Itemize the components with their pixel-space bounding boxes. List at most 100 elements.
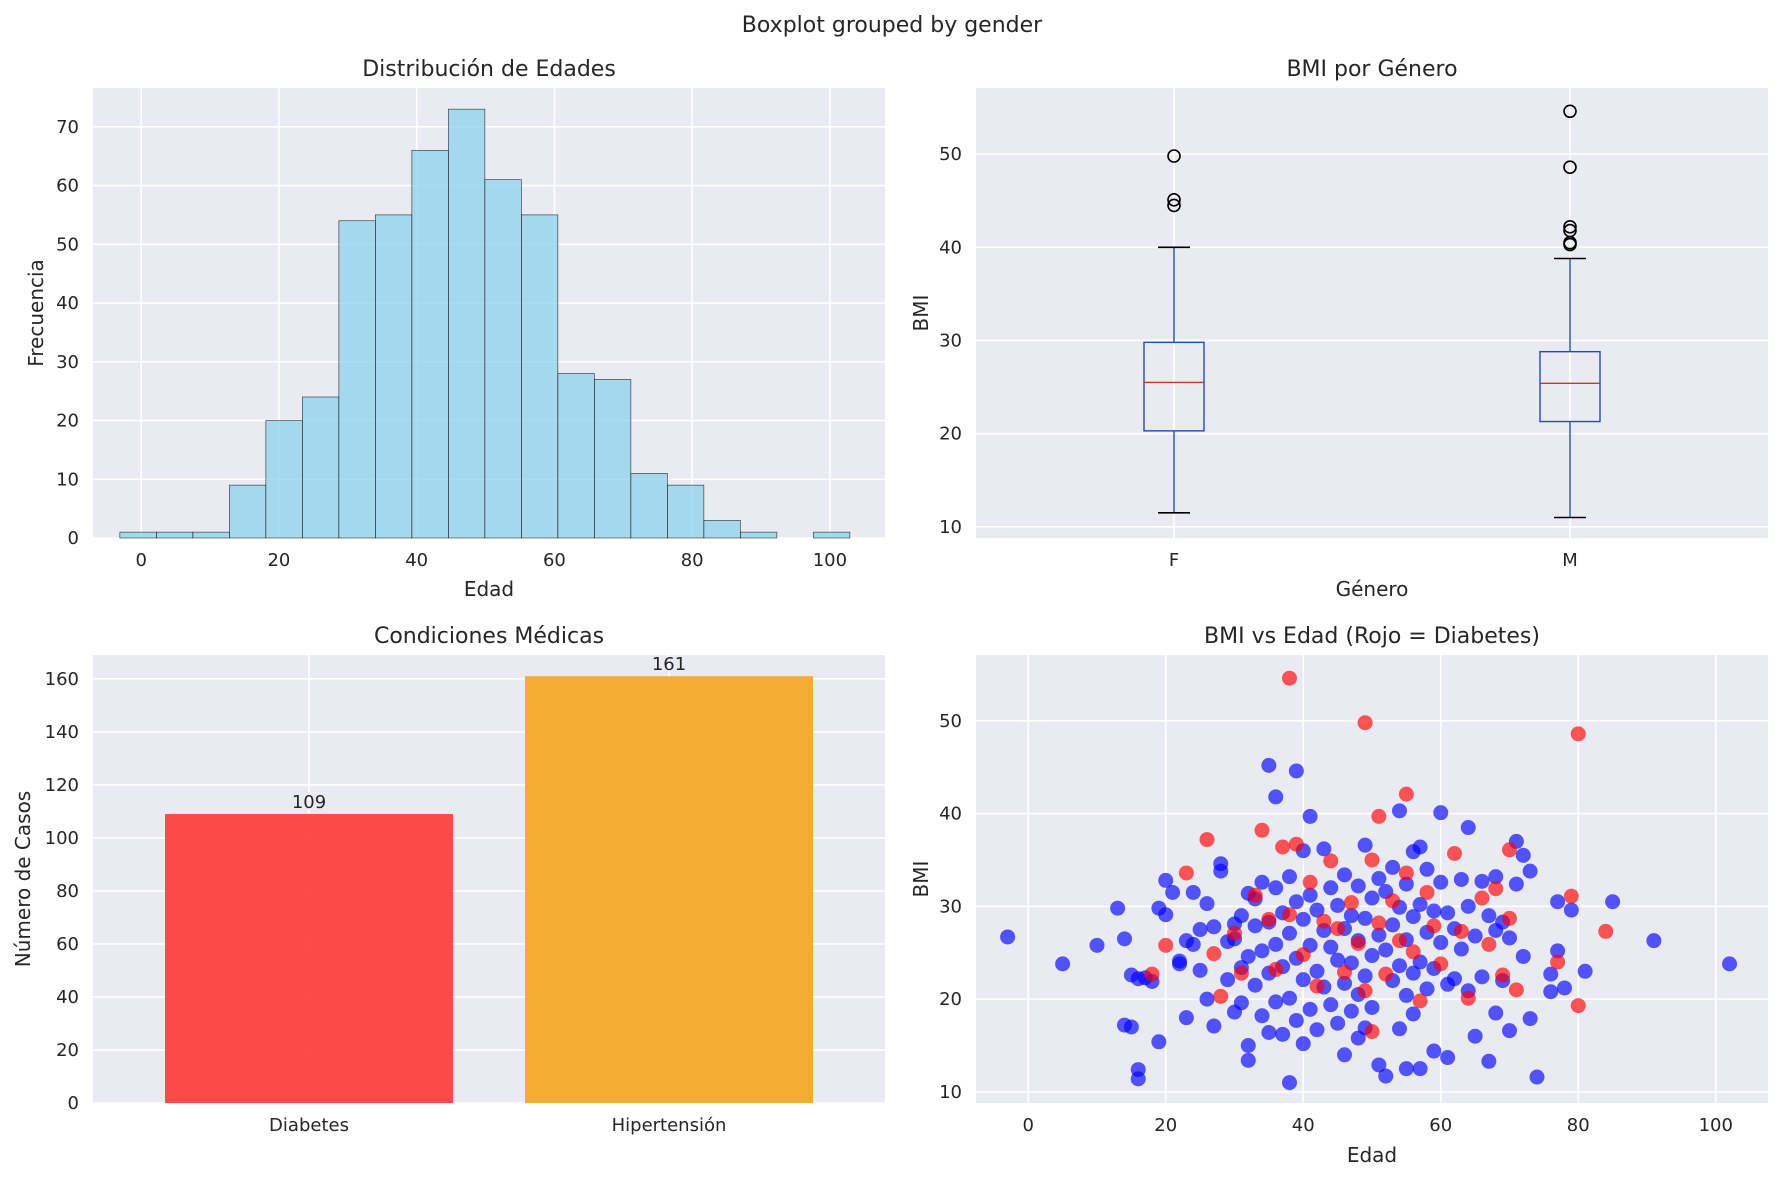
scatter-point [1488,1005,1504,1021]
scatter-point [1440,905,1456,921]
scatter-series-blue [1000,757,1737,1091]
scatter-point [1405,965,1421,981]
scatter-point [1481,908,1497,924]
scatter-point [1323,853,1339,869]
boxplot-box-M [1539,104,1601,519]
scatter-point [1282,925,1297,941]
scatter-point [1247,918,1263,934]
scatter-point [1577,963,1593,979]
histogram-ytick-label: 40 [56,293,79,314]
histogram-bar [338,220,376,539]
boxplot-boxes [1143,104,1601,519]
scatter-point [1529,1069,1545,1085]
scatter-point [1515,847,1531,863]
scatter-point [1385,859,1401,875]
histogram-bar [119,531,157,539]
histogram-bar [703,520,741,539]
histogram-bar [448,108,486,539]
scatter-point [1570,998,1586,1014]
boxplot-box-F [1143,149,1205,514]
histogram-bar [229,484,267,539]
scatter-point [1240,1037,1256,1053]
bar-ytick-label: 100 [45,828,79,849]
scatter-point [1426,918,1442,934]
boxplot-ytick-label: 20 [939,424,962,445]
boxplot-outlier-point [1563,220,1577,234]
bar-ytick-label: 40 [56,987,79,1008]
scatter-panel: 0 20 40 60 80 100 10 20 30 40 50 BMI vs Edad (Rojo… [909,624,1768,1167]
scatter-ytick-label: 50 [939,711,962,732]
scatter-point [1302,887,1318,903]
scatter-ytick-label: 30 [939,896,962,917]
scatter-xtick-label: 0 [1023,1115,1034,1136]
scatter-point [1254,1008,1270,1024]
histogram-bar [667,484,705,539]
histogram-ytick-label: 10 [56,469,79,490]
scatter-point [1378,942,1394,958]
scatter-point [1268,961,1284,977]
scatter-point [1495,967,1511,983]
boxplot-iqr-box [1143,341,1205,432]
scatter-point [1323,997,1339,1013]
scatter-point [1474,873,1490,889]
scatter-point [1199,832,1215,848]
scatter-point [1233,908,1249,924]
scatter-point [1123,1019,1139,1035]
scatter-point [1282,670,1297,686]
scatter-point [1350,935,1366,951]
histogram-bar [192,531,230,539]
scatter-ticks: 0 20 40 60 80 100 10 20 30 40 50 [939,711,1733,1136]
scatter-point [1447,845,1462,861]
scatter-point [1419,884,1435,900]
scatter-point [1563,902,1579,918]
bar-data-label: 161 [652,654,686,675]
scatter-point [1447,971,1462,987]
scatter-point [1178,1010,1194,1026]
scatter-point [1412,897,1428,913]
boxplot-xtick-label: F [1169,550,1179,571]
scatter-point [1240,1052,1256,1068]
histogram-bar [156,531,194,539]
histogram-ytick-label: 0 [68,528,79,549]
scatter-xtick-label: 20 [1154,1115,1177,1136]
scatter-point [1288,763,1304,779]
histogram-ylabel: Frecuencia [24,259,48,367]
scatter-point [1488,881,1504,897]
scatter-point [1522,863,1538,879]
bar-ytick-label: 20 [56,1040,79,1061]
bar-hipertensión [525,676,813,1103]
scatter-point [1392,933,1407,949]
histogram-xtick-label: 100 [813,550,847,571]
bar-diabetes [165,814,453,1103]
scatter-point [1295,1036,1311,1052]
scatter-point [1364,999,1380,1015]
scatter-point [1220,972,1236,988]
scatter-point [1261,1025,1277,1041]
scatter-point [1302,808,1318,824]
histogram-xtick-label: 60 [543,550,566,571]
scatter-point [1165,884,1181,900]
scatter-point [1378,1068,1394,1084]
scatter-point [1508,982,1524,998]
boxplot-iqr-box [1539,350,1601,423]
scatter-point [1323,939,1339,955]
scatter-point [1426,1043,1442,1059]
scatter-point [1371,808,1387,824]
scatter-point [1405,909,1421,925]
bar-ticks: 0 20 40 60 80 100 120 140 160 Diabetes Hipertensió… [45,669,727,1136]
scatter-point [1309,963,1325,979]
scatter-point [1570,726,1586,742]
scatter-point [1055,956,1071,972]
scatter-point [1309,978,1325,994]
histogram-bar [265,420,303,539]
scatter-point [1178,865,1194,881]
scatter-xtick-label: 100 [1699,1115,1733,1136]
scatter-point [1192,922,1208,938]
scatter-point [1268,994,1284,1010]
scatter-point [1309,902,1325,918]
histogram-panel: 0 20 40 60 80 100 0 10 20 30 40 50 60 70 Distribución… [24,57,885,601]
scatter-point [1330,952,1346,968]
scatter-point [1419,861,1435,877]
scatter-point [1722,956,1737,972]
scatter-point [1378,966,1394,982]
